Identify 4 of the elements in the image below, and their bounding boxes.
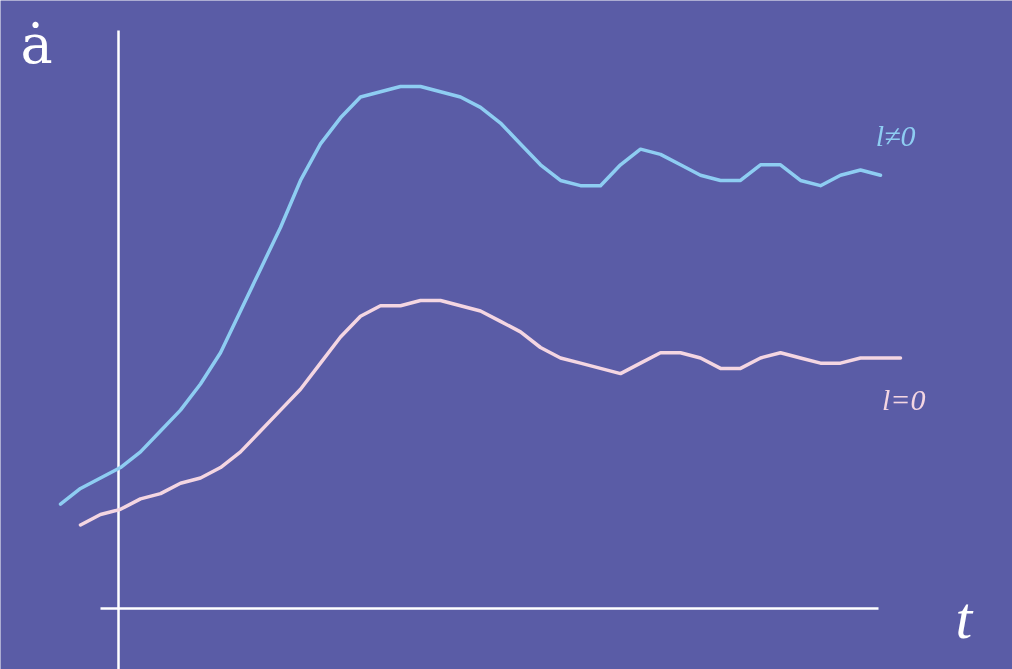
series-label: l≠0 <box>875 118 916 152</box>
series-label: l=0 <box>881 383 926 417</box>
x-axis-title: t <box>955 584 974 651</box>
y-axis-title: ȧ <box>20 12 53 76</box>
